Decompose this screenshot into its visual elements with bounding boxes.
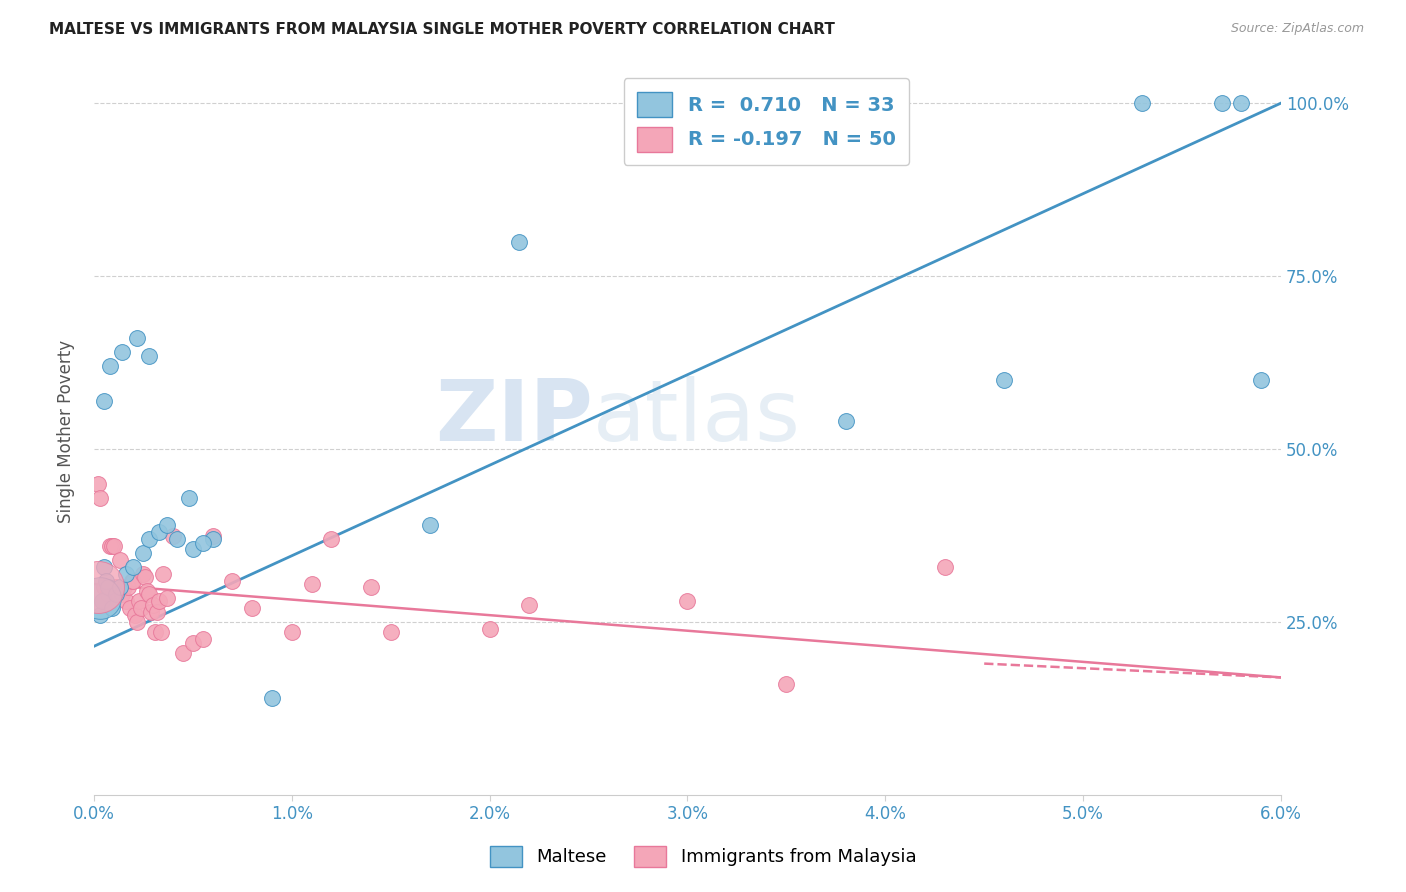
Point	[1132, 96, 1154, 111]
Point	[191, 632, 214, 647]
Point	[148, 525, 170, 540]
Point	[114, 566, 136, 581]
Point	[835, 414, 858, 428]
Point	[1230, 96, 1253, 111]
Point	[132, 546, 155, 560]
Point	[1250, 373, 1272, 387]
Point	[97, 581, 120, 595]
Point	[146, 605, 169, 619]
Point	[221, 574, 243, 588]
Point	[478, 622, 501, 636]
Point	[201, 528, 224, 542]
Point	[98, 539, 121, 553]
Text: atlas: atlas	[592, 376, 800, 458]
Point	[93, 559, 115, 574]
Point	[122, 559, 145, 574]
Point	[177, 491, 200, 505]
Point	[112, 581, 135, 595]
Text: MALTESE VS IMMIGRANTS FROM MALAYSIA SINGLE MOTHER POVERTY CORRELATION CHART: MALTESE VS IMMIGRANTS FROM MALAYSIA SING…	[49, 22, 835, 37]
Legend: Maltese, Immigrants from Malaysia: Maltese, Immigrants from Malaysia	[482, 838, 924, 874]
Point	[89, 591, 111, 605]
Point	[301, 577, 323, 591]
Point	[132, 566, 155, 581]
Point	[117, 581, 139, 595]
Point	[128, 594, 150, 608]
Point	[201, 532, 224, 546]
Point	[97, 587, 120, 601]
Point	[127, 331, 149, 345]
Point	[191, 535, 214, 549]
Point	[111, 587, 134, 601]
Point	[131, 601, 153, 615]
Point	[993, 373, 1015, 387]
Point	[152, 566, 174, 581]
Point	[87, 476, 110, 491]
Point	[134, 570, 156, 584]
Point	[141, 605, 163, 619]
Point	[156, 591, 179, 605]
Point	[93, 393, 115, 408]
Point	[103, 539, 125, 553]
Point	[240, 601, 263, 615]
Point	[138, 349, 160, 363]
Point	[138, 587, 160, 601]
Point	[122, 574, 145, 588]
Point	[172, 646, 194, 660]
Point	[775, 677, 797, 691]
Point	[1211, 96, 1233, 111]
Point	[260, 691, 283, 706]
Text: ZIP: ZIP	[434, 376, 592, 458]
Point	[156, 518, 179, 533]
Point	[114, 594, 136, 608]
Point	[100, 601, 122, 615]
Point	[138, 532, 160, 546]
Point	[108, 581, 131, 595]
Point	[136, 583, 159, 598]
Point	[150, 625, 173, 640]
Point	[89, 491, 111, 505]
Point	[419, 518, 441, 533]
Point	[148, 594, 170, 608]
Point	[111, 345, 134, 359]
Point	[676, 594, 699, 608]
Point	[380, 625, 402, 640]
Point	[124, 608, 146, 623]
Point	[93, 581, 115, 595]
Point	[104, 581, 127, 595]
Point	[321, 532, 343, 546]
Point	[143, 625, 166, 640]
Point	[142, 598, 165, 612]
Point	[517, 598, 540, 612]
Point	[281, 625, 304, 640]
Point	[127, 615, 149, 629]
Point	[121, 574, 143, 588]
Point	[100, 539, 122, 553]
Legend: R =  0.710   N = 33, R = -0.197   N = 50: R = 0.710 N = 33, R = -0.197 N = 50	[623, 78, 910, 165]
Y-axis label: Single Mother Poverty: Single Mother Poverty	[58, 340, 75, 524]
Point	[104, 587, 127, 601]
Text: Source: ZipAtlas.com: Source: ZipAtlas.com	[1230, 22, 1364, 36]
Point	[90, 594, 112, 608]
Point	[934, 559, 956, 574]
Point	[508, 235, 530, 249]
Point	[108, 553, 131, 567]
Point	[181, 542, 204, 557]
Point	[118, 601, 141, 615]
Point	[87, 581, 110, 595]
Point	[181, 636, 204, 650]
Point	[360, 581, 382, 595]
Point	[98, 359, 121, 373]
Point	[166, 532, 188, 546]
Point	[94, 574, 117, 588]
Point	[162, 528, 184, 542]
Point	[107, 587, 129, 601]
Point	[89, 608, 111, 623]
